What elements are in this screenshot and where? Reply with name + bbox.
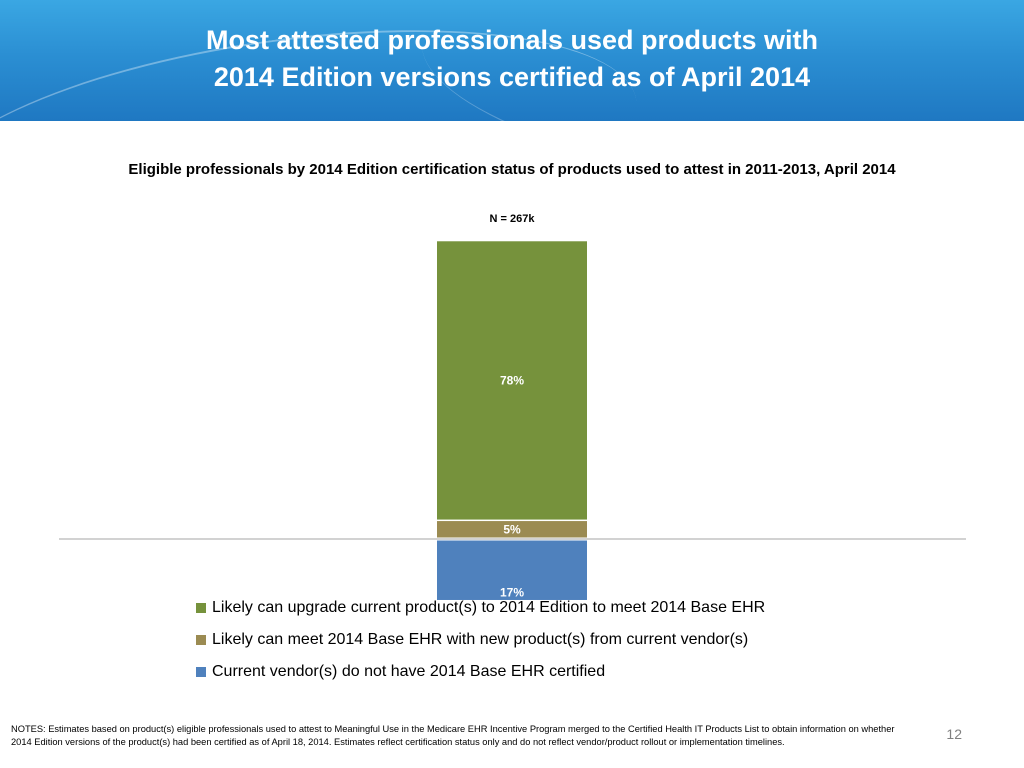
bar-segment-0 — [437, 521, 587, 538]
page-number: 12 — [946, 726, 962, 742]
bar-segment-label-below-0: 17% — [500, 585, 524, 599]
legend-item: Current vendor(s) do not have 2014 Base … — [196, 656, 765, 688]
title-banner: Most attested professionals used product… — [0, 0, 1024, 121]
slide-title: Most attested professionals used product… — [0, 22, 1024, 96]
legend-swatch — [196, 635, 206, 645]
chart-legend: Likely can upgrade current product(s) to… — [196, 592, 765, 688]
bar-segment-label-1: 78% — [500, 373, 524, 387]
sample-size-label: N = 267k — [489, 213, 535, 225]
chart-title: Eligible professionals by 2014 Edition c… — [128, 161, 896, 178]
bar-segment-below-0 — [437, 540, 587, 600]
legend-item: Likely can meet 2014 Base EHR with new p… — [196, 624, 765, 656]
bar-segment-label-0: 5% — [503, 522, 521, 536]
legend-swatch — [196, 667, 206, 677]
slide-title-line-1: Most attested professionals used product… — [205, 25, 819, 55]
bar-segment-1 — [437, 241, 587, 520]
slide-title-line-2: 2014 Edition versions certified as of Ap… — [213, 62, 811, 92]
legend-item: Likely can upgrade current product(s) to… — [196, 592, 765, 624]
legend-label: Current vendor(s) do not have 2014 Base … — [212, 663, 606, 680]
legend-label: Likely can meet 2014 Base EHR with new p… — [212, 631, 749, 648]
footnote: NOTES: Estimates based on product(s) eli… — [11, 724, 895, 747]
legend-label: Likely can upgrade current product(s) to… — [212, 599, 766, 616]
legend-swatch — [196, 603, 206, 613]
